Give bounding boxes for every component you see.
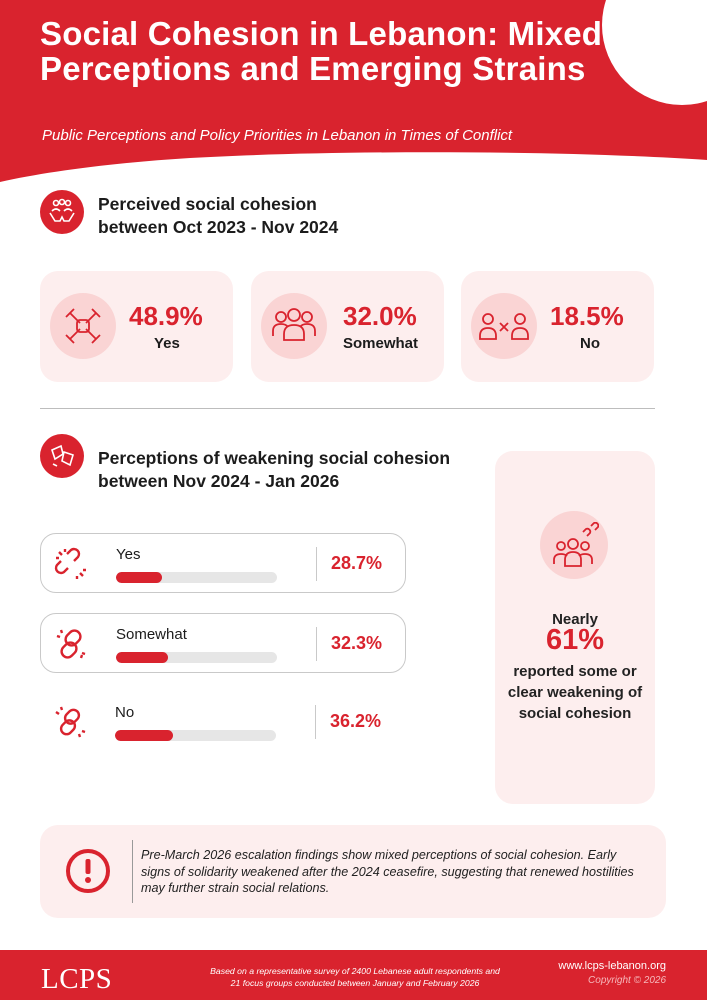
footer-note: Based on a representative survey of 2400…: [210, 966, 500, 988]
stat-label-yes: Yes: [154, 335, 180, 352]
weakening-row-no: No 36.2%: [40, 692, 406, 752]
exclamation-icon: [66, 849, 110, 893]
section-divider: [40, 408, 655, 409]
weakening-value-no: 36.2%: [330, 711, 382, 731]
footer-copyright: Copyright © 2026: [588, 975, 666, 986]
footer-url-link[interactable]: www.lcps-lebanon.org: [558, 960, 666, 972]
page-title: Social Cohesion in Lebanon: Mixed Percep…: [40, 15, 603, 87]
stat-label-no: No: [580, 335, 600, 352]
section1-title: Perceived social cohesion between Oct 20…: [98, 193, 338, 239]
stat-card-no: 18.5% No: [461, 271, 654, 382]
note-text: Pre-March 2026 escalation findings show …: [141, 848, 634, 895]
weakening-label-no: No: [115, 704, 135, 721]
joined-hands-icon: [50, 293, 116, 359]
people-broken-chain-icon: [540, 511, 608, 579]
section1-title-line1: Perceived social cohesion: [98, 194, 317, 214]
page-subtitle: Public Perceptions and Policy Priorities…: [42, 127, 513, 144]
stat-value-no: 18.5%: [550, 301, 624, 331]
broken-chain-icon: [49, 542, 93, 586]
weakening-bar-yes: [116, 572, 163, 583]
chain-link-icon: [48, 700, 92, 744]
people-group-icon: [261, 293, 327, 359]
row-separator: [316, 547, 317, 581]
summary-prefix: Nearly: [552, 611, 598, 628]
note-box: Pre-March 2026 escalation findings show …: [40, 825, 666, 918]
stat-value-yes: 48.9%: [129, 301, 203, 331]
weakening-row-somewhat: Somewhat 32.3%: [40, 613, 406, 673]
stat-card-yes: 48.9% Yes: [40, 271, 233, 382]
stat-label-somewhat: Somewhat: [343, 335, 419, 352]
broken-paper-icon: [40, 434, 84, 478]
weakening-bar-track-yes: [116, 572, 277, 583]
section1-title-line2: between Oct 2023 - Nov 2024: [98, 217, 339, 237]
header-background: [0, 0, 707, 182]
footer: LCPS Based on a representative survey of…: [0, 950, 707, 1000]
row-separator: [315, 705, 316, 739]
weakening-bar-track-somewhat: [116, 652, 277, 663]
people-apart-icon: [471, 293, 537, 359]
note-separator: [132, 840, 133, 903]
weakening-bar-track-no: [115, 730, 276, 741]
weakening-bar-somewhat: [116, 652, 168, 663]
stat-value-somewhat: 32.0%: [343, 301, 417, 331]
hands-people-icon: [40, 190, 84, 234]
section2-title: Perceptions of weakening social cohesion…: [98, 447, 450, 493]
cracked-chain-icon: [49, 622, 93, 666]
section2-title-line1: Perceptions of weakening social cohesion: [98, 448, 451, 468]
stat-card-somewhat: 32.0% Somewhat: [251, 271, 444, 382]
header-banner: Social Cohesion in Lebanon: Mixed Percep…: [0, 0, 707, 185]
weakening-value-yes: 28.7%: [331, 553, 383, 573]
summary-card: Nearly 61% reported some or clear weaken…: [495, 451, 655, 804]
weakening-label-yes: Yes: [116, 546, 141, 563]
summary-text: reported some or clear weakening of soci…: [507, 663, 643, 722]
weakening-bar-no: [115, 730, 174, 741]
weakening-value-somewhat: 32.3%: [331, 633, 383, 653]
summary-value: 61%: [545, 624, 605, 656]
weakening-label-somewhat: Somewhat: [116, 626, 187, 643]
row-separator: [316, 627, 317, 661]
lcps-logo: LCPS: [41, 963, 113, 995]
weakening-row-yes: Yes 28.7%: [40, 533, 406, 593]
section2-title-line2: between Nov 2024 - Jan 2026: [98, 471, 340, 491]
